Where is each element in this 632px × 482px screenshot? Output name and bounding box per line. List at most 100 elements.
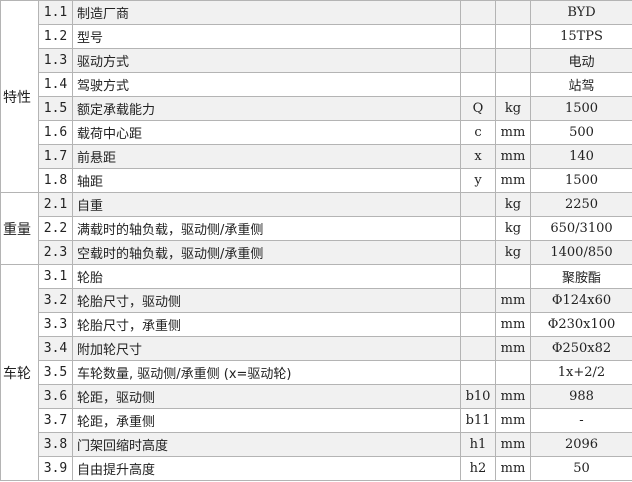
item-value: 1500 [530,96,632,121]
table-row: 2.3 空载时的轴负载，驱动侧/承重侧 kg 1400/850 [1,240,632,265]
item-unit: mm [495,168,531,193]
item-unit: mm [495,288,531,313]
item-unit: mm [495,432,531,457]
table-row: 1.3 驱动方式 电动 [1,48,632,73]
item-value: 140 [530,144,632,169]
item-symbol [460,0,496,25]
item-symbol [460,24,496,49]
item-number: 2.3 [38,240,73,265]
item-value: Φ250x82 [530,336,632,361]
item-value: - [530,408,632,433]
item-name: 轮距，驱动侧 [72,384,461,409]
item-name: 驱动方式 [72,48,461,73]
item-value: 50 [530,456,632,481]
item-name: 满载时的轴负载，驱动侧/承重侧 [72,216,461,241]
table-row: 3.7 轮距，承重侧 b11 mm - [1,408,632,433]
table-row: 1.4 驾驶方式 站驾 [1,72,632,97]
item-number: 3.1 [38,264,73,289]
item-name: 附加轮尺寸 [72,336,461,361]
table-row: 3.6 轮距，驱动侧 b10 mm 988 [1,384,632,409]
item-number: 3.7 [38,408,73,433]
item-number: 3.9 [38,456,73,481]
item-name: 自重 [72,192,461,217]
item-value: 988 [530,384,632,409]
item-unit: mm [495,120,531,145]
item-symbol: h2 [460,456,496,481]
item-name: 载荷中心距 [72,120,461,145]
item-symbol [460,192,496,217]
item-number: 1.3 [38,48,73,73]
item-symbol [460,48,496,73]
item-number: 3.3 [38,312,73,337]
item-value: 15TPS [530,24,632,49]
table-row: 3.8 门架回缩时高度 h1 mm 2096 [1,432,632,457]
item-name: 车轮数量, 驱动侧/承重侧 (x=驱动轮) [72,360,461,385]
item-unit: kg [495,216,531,241]
item-unit: mm [495,312,531,337]
item-name: 轮胎 [72,264,461,289]
item-value: 电动 [530,48,632,73]
table-row: 3.4 附加轮尺寸 mm Φ250x82 [1,336,632,361]
table-row: 3.9 自由提升高度 h2 mm 50 [1,456,632,481]
item-name: 轮距，承重侧 [72,408,461,433]
item-name: 轮胎尺寸，承重侧 [72,312,461,337]
item-value: Φ124x60 [530,288,632,313]
table-row: 1.7 前悬距 x mm 140 [1,144,632,169]
item-symbol: b11 [460,408,496,433]
table-row: 3.5 车轮数量, 驱动侧/承重侧 (x=驱动轮) 1x+2/2 [1,360,632,385]
item-number: 2.2 [38,216,73,241]
section-category: 重量 [0,192,39,265]
item-name: 制造厂商 [72,0,461,25]
item-value: 650/3100 [530,216,632,241]
item-symbol [460,264,496,289]
table-row: 1.2 型号 15TPS [1,24,632,49]
item-symbol [460,72,496,97]
item-unit: kg [495,96,531,121]
item-unit [495,72,531,97]
item-name: 轮胎尺寸，驱动侧 [72,288,461,313]
item-number: 3.4 [38,336,73,361]
item-symbol [460,288,496,313]
item-unit: kg [495,240,531,265]
item-number: 1.6 [38,120,73,145]
item-symbol [460,360,496,385]
item-symbol [460,336,496,361]
item-symbol: h1 [460,432,496,457]
item-number: 1.4 [38,72,73,97]
table-row: 重量 2.1 自重 kg 2250 [0,192,632,265]
item-symbol [460,312,496,337]
item-number: 3.2 [38,288,73,313]
item-number: 3.5 [38,360,73,385]
item-number: 1.2 [38,24,73,49]
item-value: 1500 [530,168,632,193]
table-row: 1.6 载荷中心距 c mm 500 [1,120,632,145]
item-value: 2096 [530,432,632,457]
item-symbol: Q [460,96,496,121]
table-row: 特性 1.1 制造厂商 BYD [0,0,632,193]
item-number: 1.8 [38,168,73,193]
item-value: 聚胺酯 [530,264,632,289]
item-unit [495,48,531,73]
item-unit: mm [495,384,531,409]
item-symbol: c [460,120,496,145]
item-symbol [460,240,496,265]
section-category: 车轮 [0,264,39,481]
item-name: 门架回缩时高度 [72,432,461,457]
item-number: 1.1 [38,0,73,25]
item-name: 自由提升高度 [72,456,461,481]
table-row: 3.3 轮胎尺寸，承重侧 mm Φ230x100 [1,312,632,337]
item-unit [495,264,531,289]
item-name: 空载时的轴负载，驱动侧/承重侧 [72,240,461,265]
item-value: Φ230x100 [530,312,632,337]
item-number: 3.6 [38,384,73,409]
item-value: 1x+2/2 [530,360,632,385]
table-row: 3.2 轮胎尺寸，驱动侧 mm Φ124x60 [1,288,632,313]
item-name: 额定承载能力 [72,96,461,121]
item-value: 500 [530,120,632,145]
item-number: 1.5 [38,96,73,121]
item-unit: mm [495,336,531,361]
item-name: 型号 [72,24,461,49]
item-value: 站驾 [530,72,632,97]
